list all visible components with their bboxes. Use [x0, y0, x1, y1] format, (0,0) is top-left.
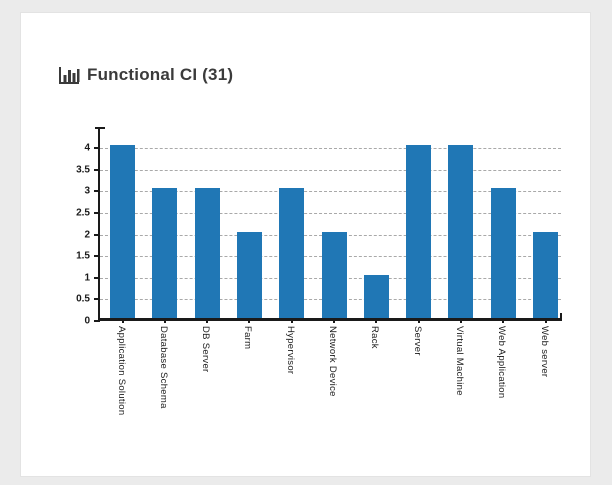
bar-chart-icon — [58, 66, 80, 85]
report-header: Functional CI (31) — [58, 65, 233, 85]
bar-virtual-machine[interactable] — [448, 145, 474, 318]
category-label-network-device: Network Device — [327, 326, 338, 397]
y-tick-label-2: 2 — [84, 229, 90, 240]
category-label-virtual-machine: Virtual Machine — [453, 326, 465, 396]
bar-server[interactable] — [406, 145, 432, 318]
y-axis-tick — [94, 255, 100, 258]
bar-db-server[interactable] — [194, 188, 220, 318]
bar-web-application[interactable] — [490, 188, 516, 318]
category-label-rack: Rack — [369, 326, 381, 349]
category-label-server: Server — [411, 326, 423, 356]
gridline-4 — [100, 148, 561, 149]
y-axis-tick — [94, 168, 100, 171]
bar-farm[interactable] — [236, 231, 262, 318]
y-tick-label-0: 0 — [84, 315, 90, 327]
category-label-web-application: Web Application — [496, 326, 508, 399]
bar-rack[interactable] — [363, 274, 389, 318]
y-axis-tick — [94, 233, 100, 236]
y-axis-tick — [94, 320, 100, 322]
x-axis-tick — [417, 318, 420, 323]
x-axis-tick — [163, 318, 166, 323]
category-label-farm: Farm — [242, 326, 254, 350]
x-axis-tick — [206, 318, 209, 323]
category-label-application-solution: Application Solution — [115, 326, 127, 416]
x-axis-tick — [375, 318, 378, 323]
category-label-database-schema: Database Schema — [157, 326, 169, 409]
x-axis-tick — [459, 318, 462, 323]
y-axis-end-cap — [95, 127, 105, 129]
y-tick-label-1.5: 1.5 — [76, 250, 90, 262]
category-label-db-server: DB Server — [200, 326, 212, 373]
y-tick-label-0.5: 0.5 — [76, 293, 90, 305]
bar-application-solution[interactable] — [110, 145, 135, 318]
y-axis-tick — [94, 276, 100, 279]
gridline-3 — [100, 191, 561, 193]
report-title: Functional CI (31) — [87, 65, 234, 84]
y-tick-label-3.5: 3.5 — [76, 164, 90, 176]
x-axis-tick — [333, 318, 335, 323]
functional-ci-bar-chart: 0 0.5 1 1.5 2 2.5 3 3.5 4 Application Solution Dat… — [76, 127, 568, 428]
category-label-web-server: Web server — [538, 326, 550, 378]
gridline-3.5 — [100, 169, 561, 171]
y-axis-tick — [94, 211, 100, 214]
y-axis-tick — [94, 190, 100, 193]
bar-network-device[interactable] — [321, 231, 347, 318]
bar-database-schema[interactable] — [152, 188, 178, 318]
category-label-hypervisor: Hypervisor — [284, 326, 296, 375]
y-axis-tick — [94, 298, 100, 301]
x-axis-tick — [121, 318, 124, 323]
x-axis-tick — [290, 318, 293, 323]
y-tick-label-1: 1 — [84, 272, 90, 284]
x-axis-tick — [502, 318, 505, 323]
y-axis-tick — [94, 147, 100, 149]
x-axis-tick — [248, 318, 251, 323]
gridline-2.5 — [100, 212, 561, 214]
chart-plot-area: 0 0.5 1 1.5 2 2.5 3 3.5 4 Application Solution Dat… — [76, 127, 562, 415]
x-axis-tick — [544, 318, 547, 323]
y-tick-label-2.5: 2.5 — [76, 207, 90, 219]
report-card: Functional CI (31) 0 0.5 1 1.5 2 2.5 3 3.5 4 Appl… — [20, 12, 591, 477]
x-axis-end-cap — [560, 313, 562, 321]
bar-hypervisor[interactable] — [279, 188, 305, 318]
y-tick-label-4: 4 — [84, 142, 90, 154]
bar-web-server[interactable] — [533, 231, 558, 318]
y-tick-label-3: 3 — [84, 185, 90, 197]
